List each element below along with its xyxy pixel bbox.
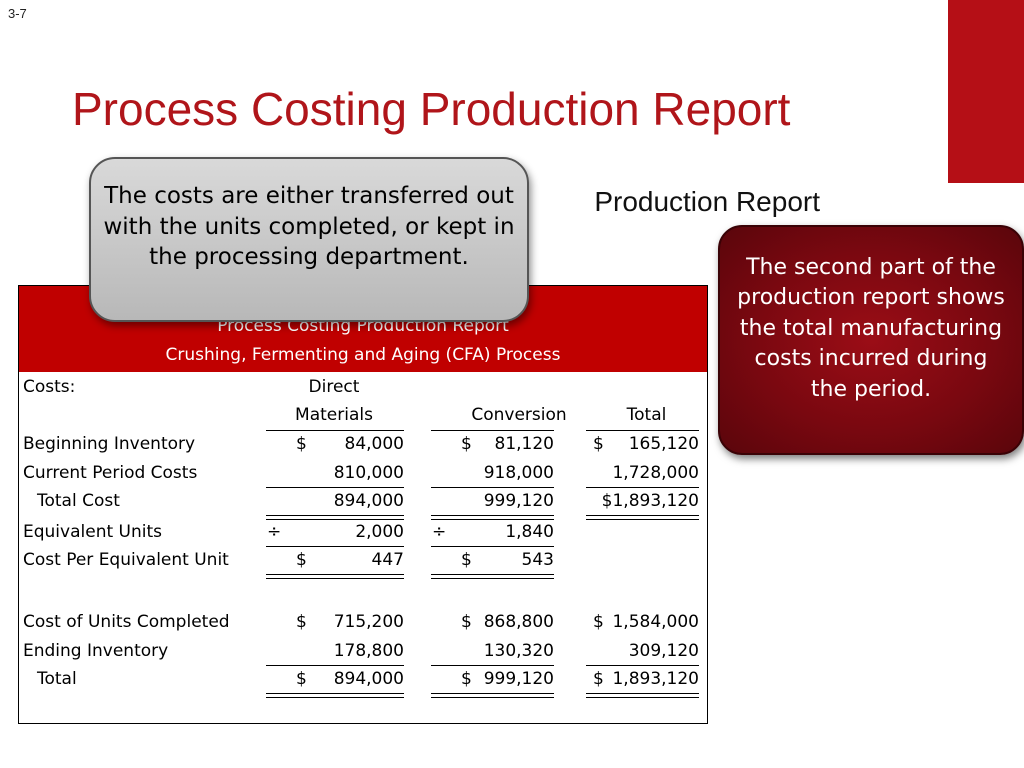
- total-cost-double-line-dm: [266, 515, 404, 520]
- total-double-line-tot: [586, 693, 699, 698]
- current-tot-value: 1,728,000: [612, 463, 699, 483]
- total-dm-dollar: $: [296, 669, 307, 689]
- cpeu-double-line-cv: [431, 574, 554, 579]
- ending-tot-value: 309,120: [628, 641, 699, 661]
- row-label-total-cost: Total Cost: [37, 491, 120, 511]
- red-callout-text: The second part of the production report…: [737, 255, 1005, 402]
- beginning-tot-dollar: $: [593, 434, 604, 454]
- cpeu-double-line-dm: [266, 574, 404, 579]
- completed-cv-value: 868,800: [483, 612, 554, 632]
- header-underline-cv: [431, 430, 554, 431]
- row-label-beginning-inventory: Beginning Inventory: [23, 434, 196, 454]
- row-label-cost-per-eu: Cost Per Equivalent Unit: [23, 550, 229, 570]
- current-cv-value: 918,000: [483, 463, 554, 483]
- red-callout: The second part of the production report…: [718, 225, 1024, 455]
- subtotal-line-tot: [586, 487, 699, 488]
- total-double-line-cv: [431, 693, 554, 698]
- col-header-total: Total: [626, 405, 667, 425]
- subtitle-line-1: Production Report: [594, 186, 820, 217]
- corner-accent-block: [948, 0, 1024, 183]
- header-underline-dm: [266, 430, 404, 431]
- total-tot-dollar: $: [593, 669, 604, 689]
- total-cost-double-line-cv: [431, 515, 554, 520]
- costs-label: Costs:: [23, 377, 76, 397]
- total-cost-dm-value: 894,000: [333, 491, 404, 511]
- ending-dm-value: 178,800: [333, 641, 404, 661]
- eu-underline-cv: [431, 546, 554, 547]
- row-label-units-completed: Cost of Units Completed: [23, 612, 230, 632]
- gray-callout-text: The costs are either transferred out wit…: [103, 183, 515, 270]
- total-tot-value: 1,893,120: [612, 669, 699, 689]
- subtotal-line-dm: [266, 487, 404, 488]
- subtotal-line-cv: [431, 487, 554, 488]
- header-underline-tot: [586, 430, 699, 431]
- completed-cv-dollar: $: [461, 612, 472, 632]
- row-label-equivalent-units: Equivalent Units: [23, 522, 162, 542]
- eu-dm-value: 2,000: [355, 522, 404, 542]
- completed-dm-value: 715,200: [333, 612, 404, 632]
- cpeu-dm-dollar: $: [296, 550, 307, 570]
- eu-underline-dm: [266, 546, 404, 547]
- total-dm-value: 894,000: [333, 669, 404, 689]
- col-header-direct: Direct: [308, 377, 360, 397]
- beginning-dm-dollar: $: [296, 434, 307, 454]
- ending-cv-value: 130,320: [483, 641, 554, 661]
- beginning-tot-value: 165,120: [628, 434, 699, 454]
- completed-tot-dollar: $: [593, 612, 604, 632]
- total-cv-value: 999,120: [483, 669, 554, 689]
- cpeu-cv-dollar: $: [461, 550, 472, 570]
- beginning-dm-value: 84,000: [344, 434, 404, 454]
- row-label-ending-inventory: Ending Inventory: [23, 641, 169, 661]
- col-header-materials: Materials: [295, 405, 373, 425]
- row-label-total: Total: [37, 669, 77, 689]
- ending-underline-cv: [431, 665, 554, 666]
- gray-callout: The costs are either transferred out wit…: [89, 157, 529, 322]
- total-cv-dollar: $: [461, 669, 472, 689]
- beginning-cv-dollar: $: [461, 434, 472, 454]
- row-label-current-period: Current Period Costs: [23, 463, 198, 483]
- ending-underline-dm: [266, 665, 404, 666]
- eu-cv-value: 1,840: [505, 522, 554, 542]
- eu-cv-divide: ÷: [432, 522, 447, 542]
- cpeu-dm-value: 447: [371, 550, 404, 570]
- completed-dm-dollar: $: [296, 612, 307, 632]
- beginning-cv-value: 81,120: [494, 434, 554, 454]
- total-cost-double-line-tot: [586, 515, 699, 520]
- total-cost-tot-value: $1,893,120: [601, 491, 699, 511]
- eu-dm-divide: ÷: [267, 522, 282, 542]
- production-report-table: Process Costing Production Report Crushi…: [18, 285, 708, 724]
- col-header-conversion: Conversion: [471, 405, 567, 425]
- slide-title: Process Costing Production Report: [72, 83, 791, 135]
- current-dm-value: 810,000: [333, 463, 404, 483]
- cpeu-cv-value: 543: [521, 550, 554, 570]
- total-cost-cv-value: 999,120: [483, 491, 554, 511]
- completed-tot-value: 1,584,000: [612, 612, 699, 632]
- total-double-line-dm: [266, 693, 404, 698]
- ending-underline-tot: [586, 665, 699, 666]
- slide-number: 3-7: [8, 6, 27, 21]
- report-header-process: Crushing, Fermenting and Aging (CFA) Pro…: [165, 345, 561, 365]
